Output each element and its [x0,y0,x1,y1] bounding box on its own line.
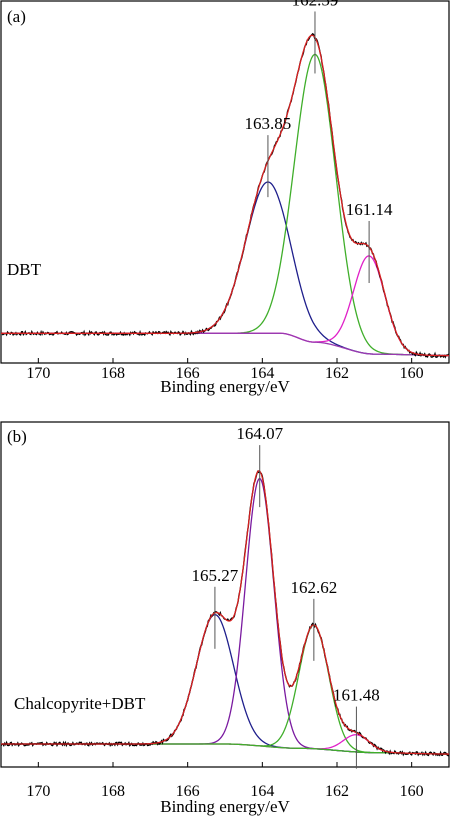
fitted-envelope-line [1,34,449,357]
x-tick-label: 168 [101,783,125,800]
plot-frame [0,0,450,364]
peak-label: 162.59 [292,0,339,9]
x-tick-group: 170 168 166 164 162 160 [26,358,424,382]
component-peak-line [1,613,449,755]
x-axis-label: Binding energy/eV [160,377,290,396]
panel-label: (b) [7,427,27,446]
panel-a: 163.85 162.59 161.14 170 168 166 164 162 160 (a… [0,0,450,396]
x-tick-label: 168 [101,365,125,382]
peak-marker-group: 163.85 162.59 161.14 [245,0,393,284]
panel-b: 165.27 164.07 162.62 161.48 170 168 166 164 162… [0,421,450,816]
x-tick-label: 160 [400,365,424,382]
x-tick-group: 170 168 166 164 162 160 [26,762,424,800]
x-tick-label: 162 [325,783,349,800]
peak-label: 164.07 [236,424,283,443]
peak-label: 165.27 [192,566,239,585]
x-tick-label: 166 [176,365,200,382]
curve-group [0,32,450,359]
peak-label: 161.48 [333,686,380,705]
x-tick-label: 164 [250,365,274,382]
x-tick-label: 170 [26,365,50,382]
component-peak-line [1,255,449,357]
panel-label: (a) [7,7,26,26]
plot-frame [0,421,450,768]
sample-label: DBT [7,260,42,279]
sample-label: Chalcopyrite+DBT [14,694,146,713]
x-tick-label: 162 [325,365,349,382]
peak-marker-group: 165.27 164.07 162.62 161.48 [192,424,380,769]
x-tick-label: 166 [176,783,200,800]
x-tick-label: 160 [400,783,424,800]
peak-label: 161.14 [346,200,393,219]
curve-group [0,470,450,757]
x-axis-label: Binding energy/eV [160,797,290,816]
x-tick-label: 170 [26,783,50,800]
component-peak-line [1,624,449,755]
peak-label: 162.62 [290,578,337,597]
x-tick-label: 164 [250,783,274,800]
fitted-envelope-line [1,470,449,755]
peak-label: 163.85 [245,114,292,133]
